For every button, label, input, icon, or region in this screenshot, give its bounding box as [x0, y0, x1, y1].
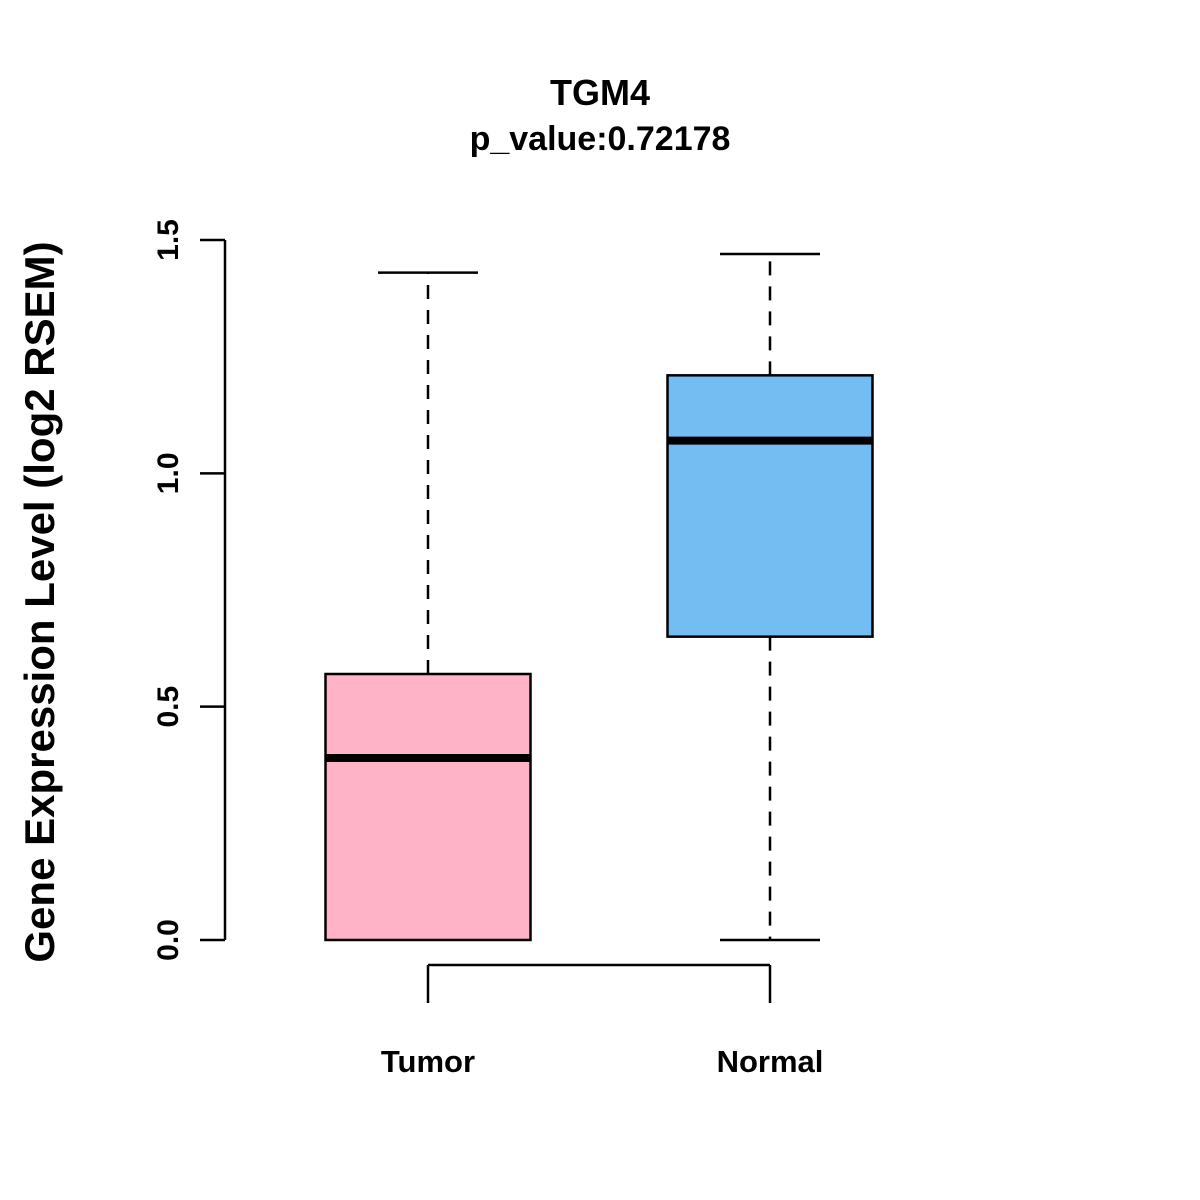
iqr-box — [666, 374, 874, 638]
chart-title: TGM4 — [549, 72, 650, 113]
x-category-label-normal: Normal — [717, 1044, 824, 1079]
y-tick-label: 1.0 — [152, 452, 185, 494]
y-tick-label: 0.0 — [152, 919, 185, 961]
chart-subtitle-pvalue: p_value:0.72178 — [469, 120, 731, 158]
x-category-label-tumor: Tumor — [381, 1044, 475, 1079]
y-tick-label: 0.5 — [152, 686, 185, 728]
iqr-box — [324, 672, 532, 942]
box-tumor — [324, 271, 532, 942]
box-normal — [666, 252, 874, 942]
y-tick-label: 1.5 — [152, 219, 185, 261]
